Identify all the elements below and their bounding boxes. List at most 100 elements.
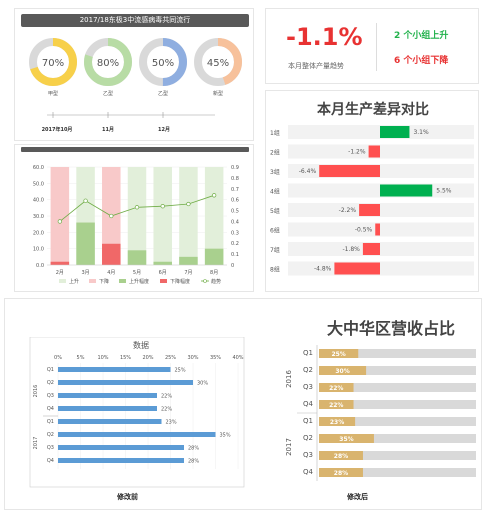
- donut-row: 70% 甲型 80% 乙型 50% 乙型 45% 新型: [29, 38, 242, 118]
- bar-value-label: 25%: [331, 351, 345, 358]
- category-label: Q4: [47, 458, 54, 464]
- bar-value-label: 23%: [330, 419, 344, 426]
- combo-chart: 0.0 10.0 20.0 30.0 40.0 50.0 60.0 0 0.1 0.2 0.3 0.4…: [33, 165, 239, 285]
- donut-label: 新型: [213, 90, 223, 97]
- bar-下降幅度: [102, 243, 121, 265]
- after-chart: 2016 2017 Q1 25% Q2 30% Q3 22% Q4 22% Q1 23% Q2 35% Q3…: [285, 345, 476, 481]
- diff-value-label: -0.5%: [355, 227, 373, 234]
- trend-point: [57, 219, 63, 224]
- category-label: Q2: [47, 432, 54, 438]
- bar-上升: [153, 167, 172, 265]
- row-label: 1组: [270, 129, 280, 137]
- bar-上升幅度: [76, 222, 95, 265]
- donut-arc: [84, 38, 132, 86]
- y2-tick-label: 0: [231, 263, 234, 269]
- legend-label: 下降: [99, 278, 109, 285]
- y2-tick-label: 0.2: [231, 241, 239, 247]
- timeline-label-1: 2017年10月: [41, 127, 73, 133]
- bar-上升幅度: [153, 261, 172, 265]
- bar-value-label: 30%: [335, 368, 349, 375]
- kpi-value: -1.1%: [286, 23, 363, 51]
- category-label: Q4: [47, 406, 54, 412]
- compare-panel: 数据 0% 5% 10% 15% 20% 25% 30% 35% 40% 2016 2017 Q1 25%…: [4, 298, 482, 510]
- combo-chart-header: [21, 147, 249, 152]
- donut-panel-title: 2017/18东极3中流感病毒共同流行: [21, 14, 249, 27]
- x-tick-label: 5月: [133, 270, 141, 276]
- donut-percent: 45%: [207, 58, 229, 69]
- group-label: 2016: [33, 385, 39, 398]
- bar-上升幅度: [127, 250, 147, 265]
- before-bar: [58, 406, 157, 411]
- x-tick-label: 35%: [210, 355, 221, 361]
- legend-swatch: [160, 279, 167, 283]
- combo-chart-panel: 0.0 10.0 20.0 30.0 40.0 50.0 60.0 0 0.1 0.2 0.3 0.4…: [14, 144, 254, 292]
- bar-下降: [50, 167, 70, 265]
- bar-value-label: 23%: [166, 420, 177, 426]
- kpi-panel: -1.1% 本月整体产量趋势 2 个小组上升 6 个小组下降: [265, 8, 479, 84]
- legend-label: 上升: [69, 278, 79, 285]
- category-label: Q3: [303, 451, 313, 459]
- category-label: Q1: [303, 349, 313, 357]
- diff-chart-title: 本月生产差异对比: [317, 102, 429, 118]
- diff-bar: [368, 145, 380, 158]
- x-tick-label: 5%: [77, 355, 85, 361]
- before-bar: [58, 393, 157, 398]
- before-bar: [58, 432, 216, 437]
- x-tick-label: 8月: [210, 270, 218, 276]
- legend-swatch: [89, 279, 96, 283]
- bar-value-label: 35%: [339, 436, 353, 443]
- y-tick-label: 40.0: [33, 198, 44, 204]
- bar-上升: [204, 167, 224, 265]
- kpi-up-text: 2 个小组上升: [394, 31, 449, 41]
- diff-bar: [375, 223, 380, 236]
- chart-title: 数据: [133, 340, 149, 350]
- x-tick-label: 7月: [184, 270, 192, 276]
- y2-tick-label: 0.8: [231, 176, 239, 182]
- trend-point: [211, 193, 217, 198]
- after-chart-title: 大中华区营收占比: [327, 319, 456, 338]
- track-bar: [319, 451, 476, 460]
- track-bar: [319, 400, 476, 409]
- kpi-caption: 本月整体产量趋势: [288, 62, 344, 70]
- track-bar: [319, 468, 476, 477]
- x-tick-label: 2月: [56, 270, 64, 276]
- legend-swatch: [59, 279, 66, 283]
- donut-panel: 2017/18东极3中流感病毒共同流行 70% 甲型 80% 乙型 50% 乙型 45% 新型…: [14, 8, 254, 141]
- bar-上升幅度: [204, 248, 224, 265]
- before-chart: 数据 0% 5% 10% 15% 20% 25% 30% 35% 40% 2016 2017 Q1 25%…: [29, 337, 245, 488]
- y-tick-label: 60.0: [33, 165, 44, 171]
- timeline-label-3: 12月: [158, 127, 170, 133]
- diff-bar: [359, 204, 380, 216]
- category-label: Q3: [303, 383, 313, 391]
- after-bar: [319, 451, 363, 460]
- before-bar: [58, 380, 193, 385]
- legend-marker: [203, 279, 207, 283]
- donut-percent: 80%: [97, 58, 119, 69]
- x-tick-label: 15%: [120, 355, 131, 361]
- row-label: 6组: [270, 227, 280, 235]
- diff-value-label: 3.1%: [413, 129, 429, 136]
- bar-上升幅度: [179, 256, 198, 265]
- after-bar: [319, 383, 354, 392]
- after-bar: [319, 366, 367, 375]
- row-label: 5组: [270, 207, 280, 215]
- category-label: Q3: [47, 445, 54, 451]
- row-band: [288, 144, 474, 159]
- trend-point: [83, 198, 88, 203]
- after-bar: [319, 349, 359, 358]
- before-caption: 修改前: [117, 493, 138, 501]
- category-label: Q3: [47, 393, 54, 399]
- category-label: Q1: [303, 417, 313, 425]
- y2-tick-label: 0.1: [231, 252, 239, 258]
- trend-point: [160, 204, 165, 209]
- donut-arc: [194, 38, 242, 86]
- group-label: 2017: [33, 437, 39, 450]
- donut-label: 甲型: [48, 90, 58, 97]
- after-bar: [319, 400, 354, 409]
- category-label: Q1: [47, 367, 54, 373]
- bar-value-label: 22%: [329, 402, 343, 409]
- after-bar: [319, 417, 356, 426]
- trend-point: [186, 201, 191, 207]
- donut-percent: 50%: [152, 58, 174, 69]
- bar-value-label: 25%: [175, 368, 186, 374]
